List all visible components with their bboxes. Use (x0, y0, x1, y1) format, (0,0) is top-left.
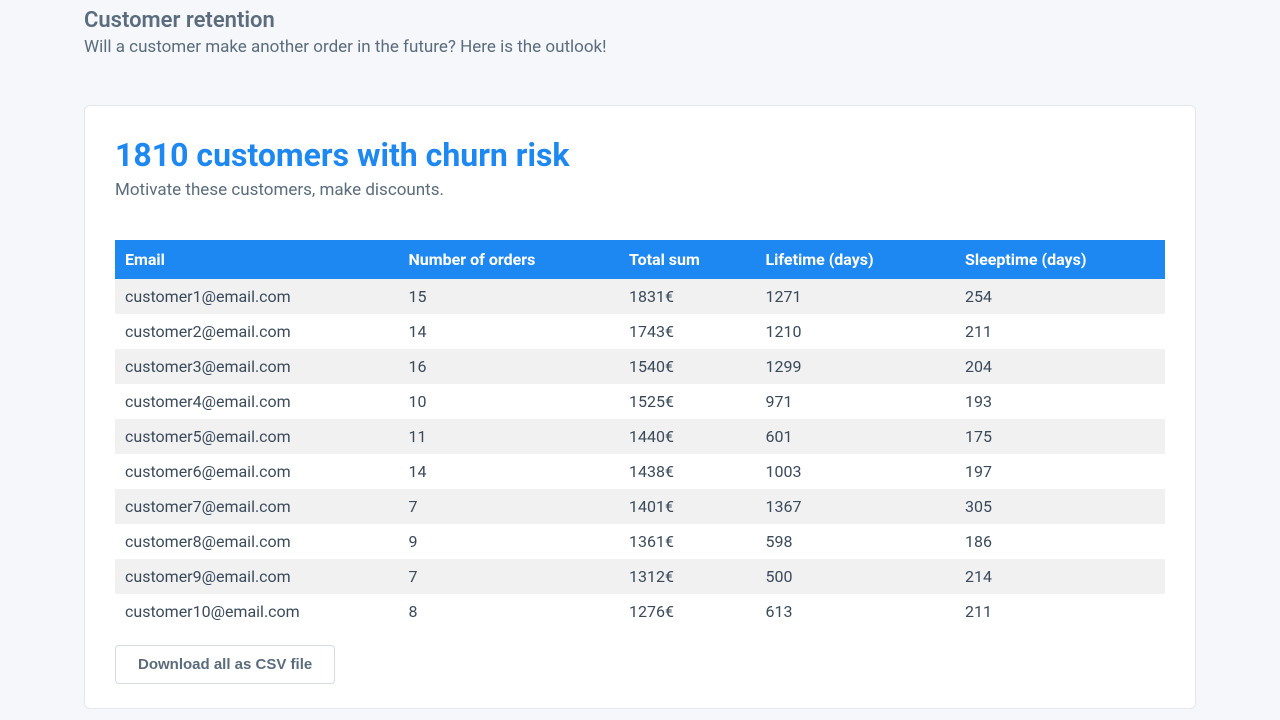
cell-email: customer1@email.com (115, 279, 399, 314)
table-body: customer1@email.com 15 1831€ 1271 254 cu… (115, 279, 1165, 629)
cell-total: 1276€ (619, 594, 756, 629)
cell-lifetime: 1210 (756, 314, 956, 349)
table-row: customer10@email.com 8 1276€ 613 211 (115, 594, 1165, 629)
cell-email: customer8@email.com (115, 524, 399, 559)
cell-email: customer7@email.com (115, 489, 399, 524)
cell-lifetime: 971 (756, 384, 956, 419)
table-row: customer3@email.com 16 1540€ 1299 204 (115, 349, 1165, 384)
table-row: customer2@email.com 14 1743€ 1210 211 (115, 314, 1165, 349)
cell-email: customer9@email.com (115, 559, 399, 594)
cell-sleeptime: 211 (955, 314, 1165, 349)
cell-email: customer3@email.com (115, 349, 399, 384)
cell-email: customer4@email.com (115, 384, 399, 419)
churn-risk-card: 1810 customers with churn risk Motivate … (84, 105, 1196, 709)
cell-email: customer2@email.com (115, 314, 399, 349)
cell-lifetime: 1299 (756, 349, 956, 384)
cell-orders: 11 (399, 419, 620, 454)
table-row: customer7@email.com 7 1401€ 1367 305 (115, 489, 1165, 524)
cell-total: 1440€ (619, 419, 756, 454)
cell-orders: 8 (399, 594, 620, 629)
cell-email: customer10@email.com (115, 594, 399, 629)
page-container: Customer retention Will a customer make … (0, 0, 1280, 709)
cell-sleeptime: 204 (955, 349, 1165, 384)
cell-total: 1540€ (619, 349, 756, 384)
churn-table: Email Number of orders Total sum Lifetim… (115, 240, 1165, 629)
cell-lifetime: 1271 (756, 279, 956, 314)
col-header-orders[interactable]: Number of orders (399, 240, 620, 279)
cell-sleeptime: 175 (955, 419, 1165, 454)
cell-total: 1312€ (619, 559, 756, 594)
cell-total: 1401€ (619, 489, 756, 524)
table-header-row: Email Number of orders Total sum Lifetim… (115, 240, 1165, 279)
table-row: customer9@email.com 7 1312€ 500 214 (115, 559, 1165, 594)
col-header-email[interactable]: Email (115, 240, 399, 279)
cell-sleeptime: 193 (955, 384, 1165, 419)
cell-lifetime: 1367 (756, 489, 956, 524)
table-row: customer8@email.com 9 1361€ 598 186 (115, 524, 1165, 559)
cell-sleeptime: 305 (955, 489, 1165, 524)
cell-lifetime: 500 (756, 559, 956, 594)
cell-sleeptime: 211 (955, 594, 1165, 629)
table-row: customer4@email.com 10 1525€ 971 193 (115, 384, 1165, 419)
page-subtitle: Will a customer make another order in th… (84, 37, 1196, 57)
card-title: 1810 customers with churn risk (115, 136, 1165, 174)
col-header-lifetime[interactable]: Lifetime (days) (756, 240, 956, 279)
cell-total: 1743€ (619, 314, 756, 349)
cell-lifetime: 1003 (756, 454, 956, 489)
col-header-sleeptime[interactable]: Sleeptime (days) (955, 240, 1165, 279)
cell-total: 1831€ (619, 279, 756, 314)
cell-lifetime: 613 (756, 594, 956, 629)
cell-total: 1361€ (619, 524, 756, 559)
download-csv-button[interactable]: Download all as CSV file (115, 645, 335, 684)
cell-orders: 10 (399, 384, 620, 419)
cell-total: 1438€ (619, 454, 756, 489)
cell-sleeptime: 186 (955, 524, 1165, 559)
cell-orders: 16 (399, 349, 620, 384)
cell-orders: 14 (399, 314, 620, 349)
card-subtitle: Motivate these customers, make discounts… (115, 180, 1165, 200)
cell-lifetime: 601 (756, 419, 956, 454)
cell-sleeptime: 197 (955, 454, 1165, 489)
cell-sleeptime: 254 (955, 279, 1165, 314)
page-title: Customer retention (84, 8, 1196, 33)
cell-orders: 7 (399, 489, 620, 524)
cell-email: customer6@email.com (115, 454, 399, 489)
col-header-total[interactable]: Total sum (619, 240, 756, 279)
table-row: customer1@email.com 15 1831€ 1271 254 (115, 279, 1165, 314)
cell-lifetime: 598 (756, 524, 956, 559)
cell-sleeptime: 214 (955, 559, 1165, 594)
cell-orders: 14 (399, 454, 620, 489)
cell-orders: 9 (399, 524, 620, 559)
cell-email: customer5@email.com (115, 419, 399, 454)
cell-total: 1525€ (619, 384, 756, 419)
table-row: customer6@email.com 14 1438€ 1003 197 (115, 454, 1165, 489)
cell-orders: 15 (399, 279, 620, 314)
table-row: customer5@email.com 11 1440€ 601 175 (115, 419, 1165, 454)
cell-orders: 7 (399, 559, 620, 594)
